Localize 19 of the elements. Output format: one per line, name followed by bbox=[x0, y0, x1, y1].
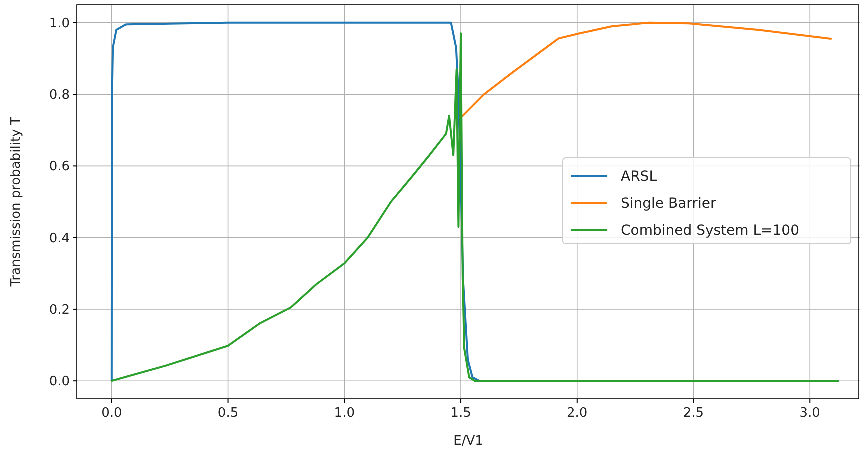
x-tick-label: 0.0 bbox=[102, 406, 122, 421]
legend-label: Single Barrier bbox=[621, 196, 716, 212]
legend-label: Combined System L=100 bbox=[621, 223, 800, 239]
x-tick-label: 3.0 bbox=[800, 406, 820, 421]
y-tick-label: 0.6 bbox=[49, 160, 70, 175]
y-tick-label: 0.0 bbox=[49, 374, 70, 390]
x-tick-label: 1.0 bbox=[334, 406, 355, 421]
x-tick-label: 2.5 bbox=[683, 406, 704, 421]
x-tick-label: 2.0 bbox=[567, 406, 588, 421]
y-tick-label: 0.4 bbox=[49, 231, 70, 246]
y-axis-title: Transmission probability T bbox=[9, 117, 24, 288]
y-tick-label: 0.8 bbox=[49, 88, 70, 104]
legend-label: ARSL bbox=[621, 169, 658, 185]
line-series bbox=[462, 22, 832, 118]
x-axis-title: E/V1 bbox=[454, 434, 484, 449]
x-tick-label: 0.5 bbox=[218, 406, 239, 421]
y-tick-label: 0.2 bbox=[49, 302, 70, 318]
x-tick-label: 1.5 bbox=[450, 406, 472, 421]
y-tick-label: 1.0 bbox=[49, 16, 70, 32]
